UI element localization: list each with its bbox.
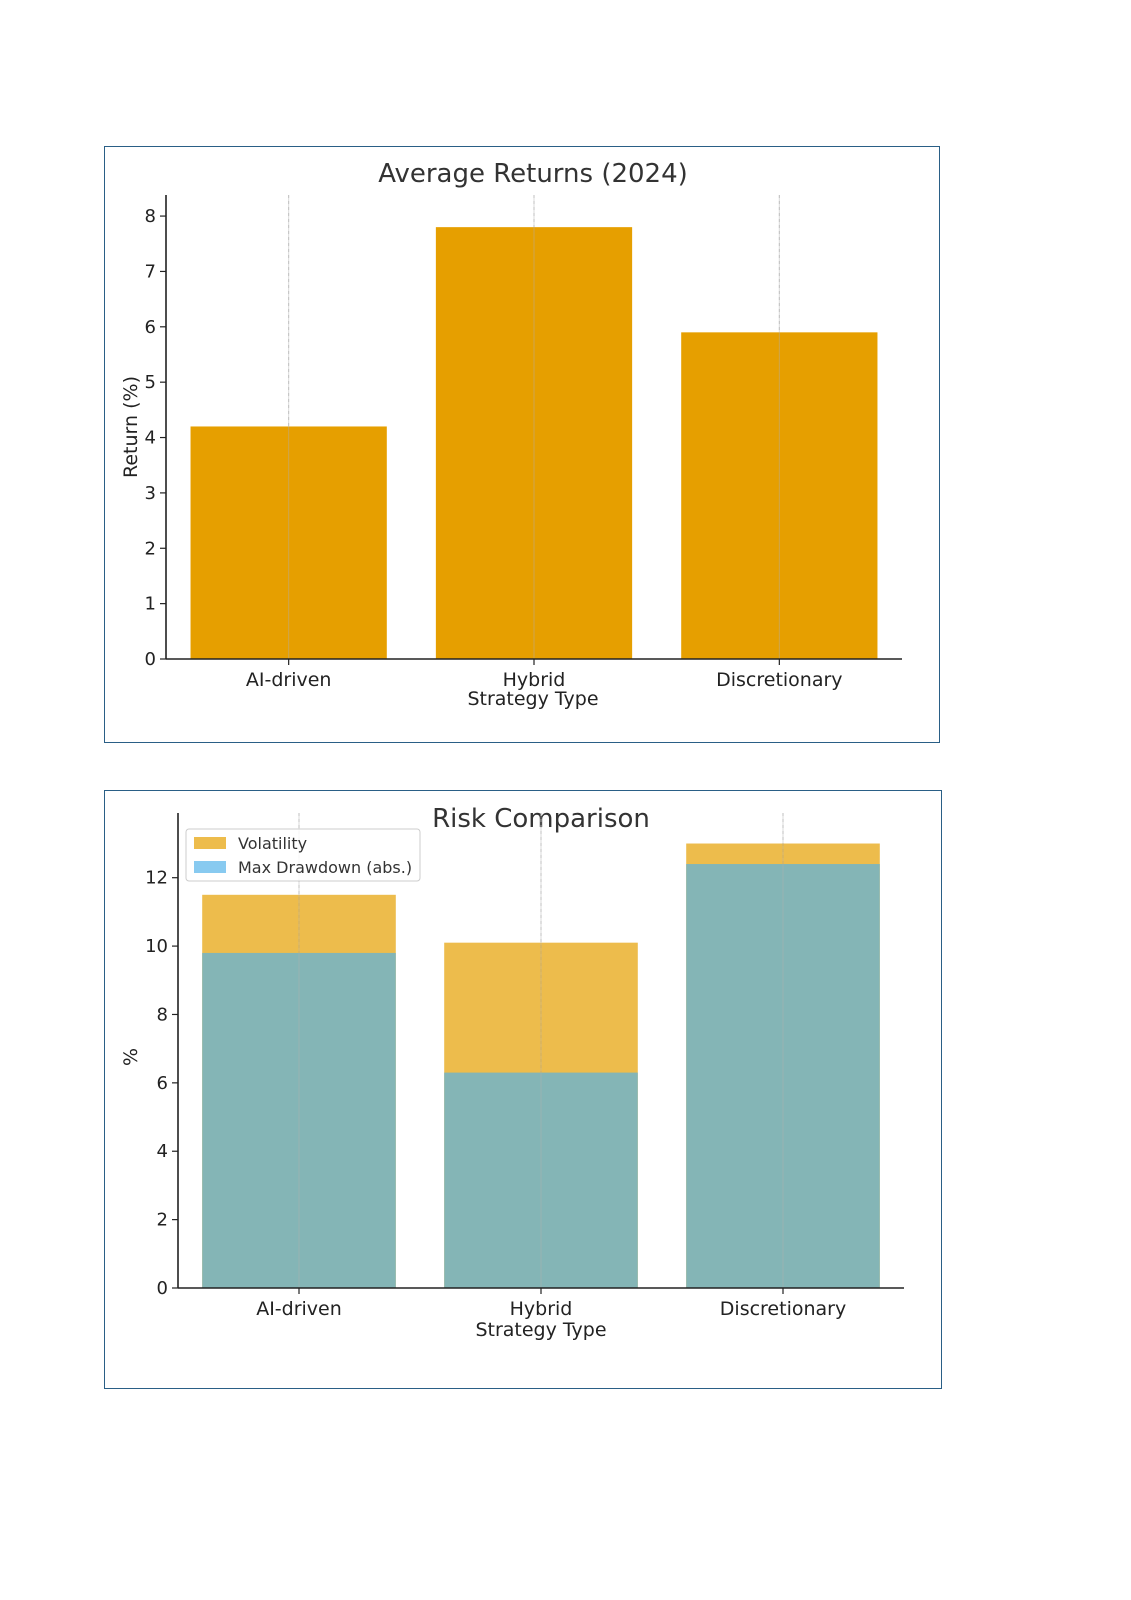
risk-chart: Risk Comparison Strategy Type % 02468101…	[120, 804, 904, 1341]
y-tick-label: 7	[145, 261, 156, 282]
y-axis-label: Return (%)	[120, 376, 142, 478]
bars	[190, 227, 878, 659]
y-tick-label: 2	[157, 1210, 168, 1231]
x-axis-label: Strategy Type	[467, 688, 598, 710]
legend-box	[185, 828, 421, 882]
bar	[681, 332, 878, 659]
x-tick-label: Discretionary	[716, 669, 842, 691]
returns-chart-panel: Average Returns (2024) Strategy Type Ret…	[104, 146, 940, 743]
legend: Volatility Max Drawdown (abs.)	[185, 828, 421, 882]
y-tick-label: 4	[145, 428, 156, 449]
bar-max-drawdown	[444, 1072, 638, 1288]
x-tick-label: AI-driven	[256, 1298, 342, 1320]
x-tick-label: Hybrid	[510, 1298, 573, 1320]
bars	[202, 843, 880, 1288]
plot-area: 0 1 2 3 4 5 6 7 8 AI-driven Hybrid Discretionary	[145, 195, 902, 691]
bar	[435, 227, 633, 659]
y-tick-label: 6	[145, 317, 156, 338]
chart-title: Average Returns (2024)	[378, 159, 688, 189]
legend-label: Volatility	[238, 834, 307, 853]
y-tick-label: 10	[145, 936, 168, 957]
y-tick-label: 8	[157, 1004, 168, 1025]
bar	[190, 426, 387, 659]
x-tick-label: AI-driven	[246, 669, 332, 691]
legend-swatch	[194, 837, 226, 849]
y-tick-label: 0	[145, 649, 156, 670]
y-axis-label: %	[120, 1048, 142, 1066]
x-tick-label: Discretionary	[720, 1298, 846, 1320]
legend-swatch	[194, 861, 226, 873]
y-tick-label: 12	[145, 868, 168, 889]
legend-label: Max Drawdown (abs.)	[238, 858, 412, 877]
bar-max-drawdown	[686, 864, 880, 1288]
bar-max-drawdown	[202, 952, 396, 1288]
y-tick-label: 1	[145, 594, 156, 615]
returns-chart: Average Returns (2024) Strategy Type Ret…	[120, 159, 902, 710]
y-tick-label: 5	[145, 372, 156, 393]
y-tick-label: 2	[145, 538, 156, 559]
y-tick-label: 4	[157, 1141, 168, 1162]
risk-chart-panel: Risk Comparison Strategy Type % 0 2 4 6 8 10 1…	[104, 790, 942, 1389]
y-tick-label: 8	[145, 206, 156, 227]
x-axis-label: Strategy Type	[475, 1319, 606, 1341]
x-tick-label: Hybrid	[503, 669, 566, 691]
plot-area: 0 2 4 6 8 10 12 AI-driven Hybrid Discretionary	[145, 813, 904, 1320]
y-tick-label: 0	[157, 1278, 168, 1299]
y-tick-label: 6	[157, 1073, 168, 1094]
y-tick-label: 3	[145, 483, 156, 504]
